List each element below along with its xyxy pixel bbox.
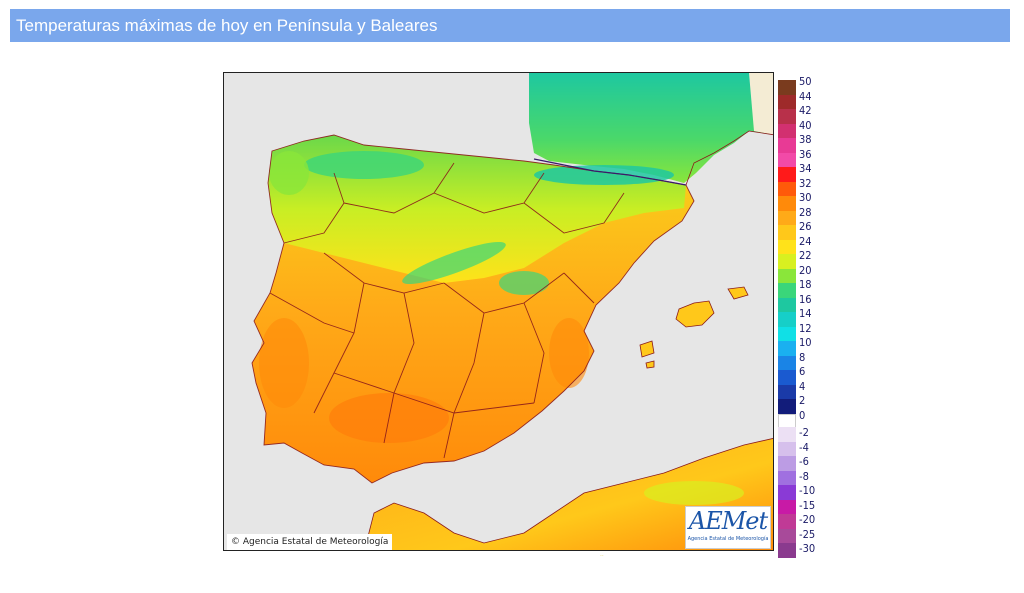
legend-label: -2 <box>799 426 809 439</box>
legend-swatch <box>778 456 796 471</box>
legend-swatch <box>778 384 796 399</box>
legend-swatch <box>778 399 796 414</box>
legend-label: 30 <box>799 191 812 204</box>
levante-hot <box>549 318 589 388</box>
pyrenees-border <box>533 158 687 186</box>
legend-label: 32 <box>799 176 812 190</box>
copyright-icon: © <box>231 537 240 547</box>
legend-label: 34 <box>799 162 812 175</box>
mallorca <box>675 300 715 328</box>
legend-swatch <box>778 196 796 211</box>
legend-label: -25 <box>799 527 816 541</box>
legend-swatch <box>778 254 796 269</box>
sistema-central-cold <box>402 241 506 285</box>
legend-swatch <box>778 138 796 153</box>
legend-label: 50 <box>799 75 812 88</box>
legend-label: 10 <box>799 336 812 349</box>
legend-label: 6 <box>799 365 806 378</box>
legend-label: 4 <box>799 379 806 393</box>
legend-swatch <box>778 80 796 95</box>
legend-swatch <box>778 239 796 254</box>
legend-swatch <box>778 167 796 182</box>
legend-label: 2 <box>799 394 806 407</box>
legend-label: 26 <box>799 220 812 233</box>
galicia-cold <box>269 151 309 195</box>
legend-label: -10 <box>799 484 816 497</box>
legend-label: 40 <box>799 118 812 132</box>
pyrenees-cold <box>534 165 674 185</box>
legend-swatch <box>778 427 796 442</box>
map-svg <box>224 73 773 550</box>
page-title: Temperaturas máximas de hoy en Península… <box>10 9 1010 42</box>
africa-region <box>364 438 773 550</box>
cantabrian-cold <box>304 151 424 179</box>
legend-label: -15 <box>799 498 816 512</box>
aemet-logo: AEMet Agencia Estatal de Meteorología <box>685 506 771 549</box>
formentera <box>645 360 655 369</box>
legend-label: 22 <box>799 249 812 262</box>
legend-swatch <box>778 341 796 356</box>
legend-label: 44 <box>799 89 812 103</box>
ibiza <box>639 340 655 358</box>
legend-label: 28 <box>799 205 812 219</box>
legend-label: 24 <box>799 234 812 248</box>
legend-swatch <box>778 225 796 240</box>
portugal-south-hot <box>259 318 309 408</box>
legend-swatch <box>778 355 796 370</box>
copyright-notice: © Agencia Estatal de Meteorología <box>227 534 393 550</box>
copyright-text: Agencia Estatal de Meteorología <box>242 537 389 547</box>
legend-swatch <box>778 123 796 138</box>
france-coast <box>685 130 773 186</box>
legend-swatch <box>778 181 796 196</box>
legend-label: 16 <box>799 292 812 306</box>
legend-swatch <box>778 499 796 514</box>
legend-swatch <box>778 109 796 124</box>
legend-label: 14 <box>799 307 812 320</box>
france-region <box>529 73 773 183</box>
legend-swatch <box>778 413 796 428</box>
legend-label: -4 <box>799 440 809 454</box>
legend-swatch <box>778 297 796 312</box>
legend-swatch <box>778 470 796 485</box>
legend-label: 20 <box>799 263 812 277</box>
legend-swatch <box>778 370 796 385</box>
legend-label: 12 <box>799 321 812 335</box>
legend-swatch <box>778 152 796 167</box>
legend-swatch <box>778 485 796 500</box>
legend-swatch <box>778 528 796 543</box>
legend-label: 0 <box>799 408 806 422</box>
legend-swatch <box>778 268 796 283</box>
legend-swatch <box>778 326 796 341</box>
iberico-cold <box>499 271 549 295</box>
legend-swatch <box>778 312 796 327</box>
legend-label: 38 <box>799 133 812 146</box>
menorca <box>727 286 749 300</box>
logo-text: AEMet <box>688 507 768 535</box>
legend-swatch <box>778 543 796 558</box>
legend-label: -8 <box>799 469 809 483</box>
legend-swatch <box>778 514 796 529</box>
legend-swatch <box>778 283 796 298</box>
legend-swatch <box>778 441 796 456</box>
region-borders <box>251 134 695 484</box>
legend-label: 36 <box>799 147 812 161</box>
legend-label: -20 <box>799 513 816 526</box>
map-decoration: ·· <box>600 553 604 560</box>
legend-label: 42 <box>799 104 812 117</box>
africa-coast <box>364 438 773 550</box>
france-east-pale <box>749 73 773 135</box>
logo-subtitle: Agencia Estatal de Meteorología <box>687 536 769 542</box>
temperature-map[interactable] <box>223 72 774 551</box>
legend-swatch <box>778 210 796 225</box>
legend-label: 18 <box>799 278 812 291</box>
legend-swatch <box>778 94 796 109</box>
legend-label: 8 <box>799 350 806 364</box>
legend-label: -30 <box>799 542 816 555</box>
atlas-cool <box>644 481 744 505</box>
legend-label: -6 <box>799 455 809 468</box>
